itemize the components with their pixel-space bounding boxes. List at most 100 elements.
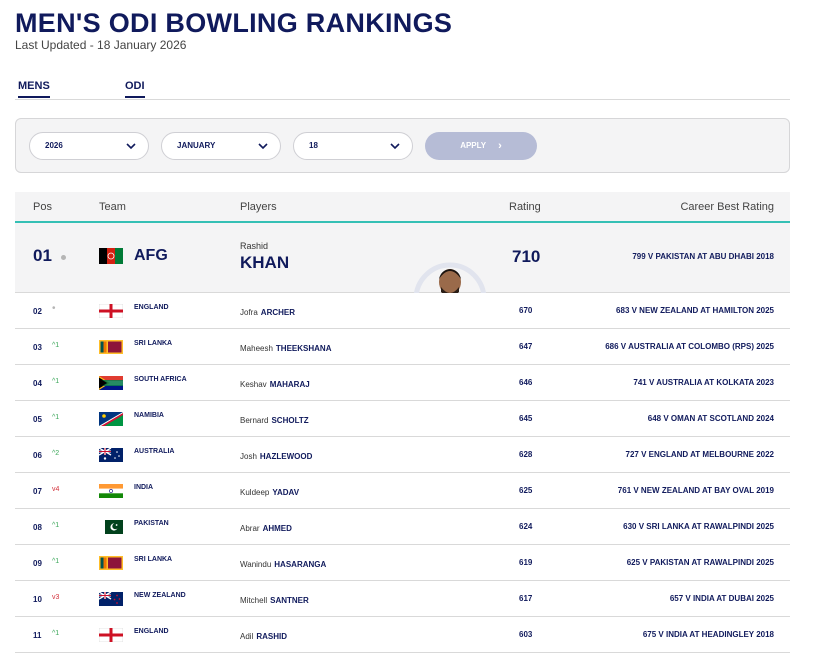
career-best-rating: 683 V NEW ZEALAND AT HAMILTON 2025 xyxy=(616,306,774,315)
rank-movement-up: ^1 xyxy=(52,378,60,385)
day-select-value: 18 xyxy=(309,141,318,150)
career-best-rating: 799 V PAKISTAN AT ABU DHABI 2018 xyxy=(632,252,774,261)
career-best-rating: 648 V OMAN AT SCOTLAND 2024 xyxy=(647,414,774,423)
top-ranked-row[interactable]: 01 AFG Rashid KHAN 710 799 V PAKISTAN AT… xyxy=(15,223,790,331)
player-last-name: SANTNER xyxy=(270,596,309,605)
rank-position: 04 xyxy=(33,379,42,388)
team-name: SRI LANKA xyxy=(134,556,173,563)
player-rating: 646 xyxy=(519,378,533,387)
player-last-name: SCHOLTZ xyxy=(271,416,309,425)
header-rating: Rating xyxy=(509,201,541,213)
table-row[interactable]: 10 v3 NEW ZEALAND Mitchell SANTNER 617 657 V I… xyxy=(15,581,790,617)
team-name: NAMIBIA xyxy=(134,412,164,419)
career-best-rating: 657 V INDIA AT DUBAI 2025 xyxy=(669,594,774,603)
career-best-rating: 686 V AUSTRALIA AT COLOMBO (RPS) 2025 xyxy=(605,342,774,351)
team-name: ENGLAND xyxy=(134,628,169,635)
england-flag-icon xyxy=(99,304,123,318)
rank-movement-up: ^2 xyxy=(52,450,60,457)
player-rating: 645 xyxy=(519,414,533,423)
rank-position: 08 xyxy=(33,523,42,532)
player-rating: 617 xyxy=(519,594,533,603)
player-rating: 710 xyxy=(512,247,541,266)
no-change-icon xyxy=(61,255,66,260)
team-name: PAKISTAN xyxy=(134,520,169,527)
tab-odi[interactable]: ODI xyxy=(125,80,145,98)
team-name: INDIA xyxy=(134,484,154,491)
player-last-name: RASHID xyxy=(256,632,288,641)
rank-movement-same: • xyxy=(52,303,56,314)
rank-position: 07 xyxy=(33,487,42,496)
header-players: Players xyxy=(240,201,277,213)
year-select[interactable]: 2026 xyxy=(29,132,149,160)
player-rating: 670 xyxy=(519,306,533,315)
rank-position: 10 xyxy=(33,595,42,604)
rank-movement-down: v3 xyxy=(52,594,60,601)
player-name: Abrar AHMED xyxy=(240,524,292,533)
player-name: Kuldeep YADAV xyxy=(240,488,299,497)
rank-position: 02 xyxy=(33,307,42,316)
rankings-table: Pos Team Players Rating Career Best Rati… xyxy=(15,192,790,653)
rank-movement-up: ^1 xyxy=(52,558,60,565)
england-flag-icon xyxy=(99,628,123,642)
player-rating: 647 xyxy=(519,342,533,351)
month-select[interactable]: JANUARY xyxy=(161,132,281,160)
rank-movement-up: ^1 xyxy=(52,522,60,529)
tab-mens[interactable]: MENS xyxy=(18,80,50,98)
player-first-name: Bernard xyxy=(240,416,269,425)
new-zealand-flag-icon xyxy=(99,592,123,606)
team-name: SOUTH AFRICA xyxy=(134,376,187,383)
table-row[interactable]: 11 ^1 ENGLAND Adil RASHID 603 675 V INDIA AT H… xyxy=(15,617,790,653)
player-last-name: HAZLEWOOD xyxy=(259,452,313,461)
rank-position: 03 xyxy=(33,343,42,352)
table-row[interactable]: 08 ^1 PAKISTAN Abrar AHMED 624 630 V SRI LANKA… xyxy=(15,509,790,545)
header-pos: Pos xyxy=(33,201,52,213)
player-last-name: KHAN xyxy=(240,253,290,272)
table-header: Pos Team Players Rating Career Best Rati… xyxy=(15,192,790,223)
career-best-rating: 630 V SRI LANKA AT RAWALPINDI 2025 xyxy=(623,522,774,531)
namibia-flag-icon xyxy=(99,412,123,426)
table-row[interactable]: 04 ^1 SOUTH AFRICA Keshav MAHARAJ 646 741 V AU… xyxy=(15,365,790,401)
rank-position: 09 xyxy=(33,559,42,568)
apply-button[interactable]: APPLY › xyxy=(425,132,537,160)
player-rating: 624 xyxy=(519,522,533,531)
table-row[interactable]: 07 v4 INDIA Kuldeep YADAV 625 761 V NEW ZEALAN… xyxy=(15,473,790,509)
table-row[interactable]: 03 ^1 SRI LANKA Maheesh THEEKSHANA 647 686 V A… xyxy=(15,329,790,365)
india-flag-icon xyxy=(99,484,123,498)
year-select-value: 2026 xyxy=(45,141,63,150)
rank-position: 01 xyxy=(33,246,52,265)
player-rating: 603 xyxy=(519,630,533,639)
player-last-name: YADAV xyxy=(272,488,300,497)
afghanistan-flag-icon xyxy=(99,248,123,264)
career-best-rating: 625 V PAKISTAN AT RAWALPINDI 2025 xyxy=(626,558,774,567)
chevron-down-icon xyxy=(390,143,400,150)
career-best-rating: 741 V AUSTRALIA AT KOLKATA 2023 xyxy=(633,378,774,387)
player-first-name: Keshav xyxy=(240,380,267,389)
last-updated-text: Last Updated - 18 January 2026 xyxy=(15,38,187,52)
table-row[interactable]: 05 ^1 NAMIBIA Bernard SCHOLTZ 645 648 V OMAN A… xyxy=(15,401,790,437)
table-row[interactable]: 09 ^1 SRI LANKA Wanindu HASARANGA 619 625 V PA… xyxy=(15,545,790,581)
player-last-name: AHMED xyxy=(262,524,292,533)
filter-bar: 2026 JANUARY 18 APPLY › xyxy=(15,118,790,173)
player-name: Maheesh THEEKSHANA xyxy=(240,344,331,353)
table-row[interactable]: 06 ^2 AUSTRALIA Josh HAZLEWOOD 628 727 V ENGLA… xyxy=(15,437,790,473)
rank-movement-up: ^1 xyxy=(52,342,60,349)
player-rating: 628 xyxy=(519,450,533,459)
ranking-rows: 02 • ENGLAND Jofra ARCHER 670 683 V NEW ZEALAN… xyxy=(15,293,790,653)
career-best-rating: 675 V INDIA AT HEADINGLEY 2018 xyxy=(642,630,774,639)
player-first-name: Rashid xyxy=(240,241,269,251)
rank-position: 11 xyxy=(33,631,42,640)
player-last-name: MAHARAJ xyxy=(269,380,310,389)
table-row[interactable]: 02 • ENGLAND Jofra ARCHER 670 683 V NEW ZEALAN… xyxy=(15,293,790,329)
career-best-rating: 727 V ENGLAND AT MELBOURNE 2022 xyxy=(625,450,774,459)
page-title: MEN'S ODI BOWLING RANKINGS xyxy=(15,8,453,38)
player-last-name: ARCHER xyxy=(260,308,296,317)
player-first-name: Kuldeep xyxy=(240,488,270,497)
player-name: Jofra ARCHER xyxy=(240,308,295,317)
player-last-name: THEEKSHANA xyxy=(275,344,332,353)
day-select[interactable]: 18 xyxy=(293,132,413,160)
apply-button-label: APPLY xyxy=(460,141,487,150)
player-name: Wanindu HASARANGA xyxy=(240,560,326,569)
australia-flag-icon xyxy=(99,448,123,462)
career-best-rating: 761 V NEW ZEALAND AT BAY OVAL 2019 xyxy=(617,486,774,495)
header-team: Team xyxy=(99,201,126,213)
